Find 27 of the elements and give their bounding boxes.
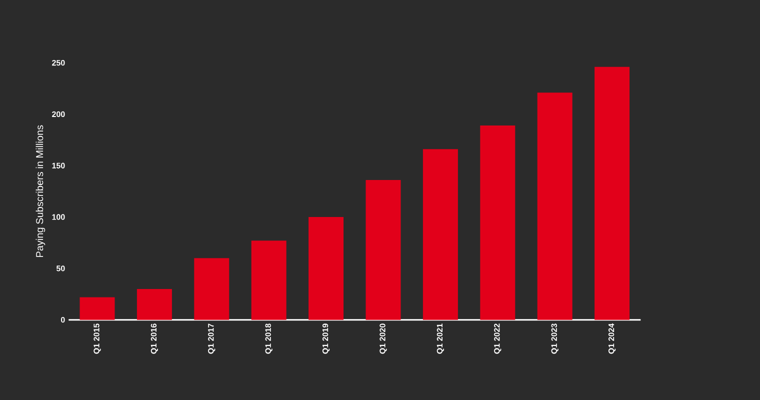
x-tick-label: Q1 2020 xyxy=(380,324,387,354)
x-tick-label: Q1 2016 xyxy=(150,324,158,354)
y-axis-title: Paying Subscribers in Millions xyxy=(36,125,46,257)
bar xyxy=(480,126,516,320)
x-tick-label: Q1 2022 xyxy=(494,324,502,354)
y-tick-label: 50 xyxy=(56,266,65,272)
bar xyxy=(308,217,344,320)
x-tick-label: Q1 2015 xyxy=(94,324,101,354)
x-tick-label: Q1 2023 xyxy=(551,324,558,354)
y-tick-label: 200 xyxy=(52,111,65,118)
y-tick-label: 250 xyxy=(52,60,65,66)
bar xyxy=(136,288,172,320)
x-tick-label: Q1 2021 xyxy=(436,324,444,354)
x-tick-label: Q1 2019 xyxy=(322,324,330,354)
bar xyxy=(194,258,230,320)
x-tick-label: Q1 2024 xyxy=(608,323,616,354)
bar xyxy=(422,149,458,320)
bar xyxy=(537,92,572,320)
x-tick-label: Q1 2017 xyxy=(208,324,216,354)
y-tick-label: 100 xyxy=(52,214,65,220)
x-tick-label: Q1 2018 xyxy=(265,324,272,354)
y-tick-label: 0 xyxy=(60,316,65,323)
bar xyxy=(80,297,115,320)
bar xyxy=(594,66,630,320)
bar xyxy=(251,240,286,320)
bar xyxy=(366,180,401,320)
y-tick-label: 150 xyxy=(52,162,65,168)
